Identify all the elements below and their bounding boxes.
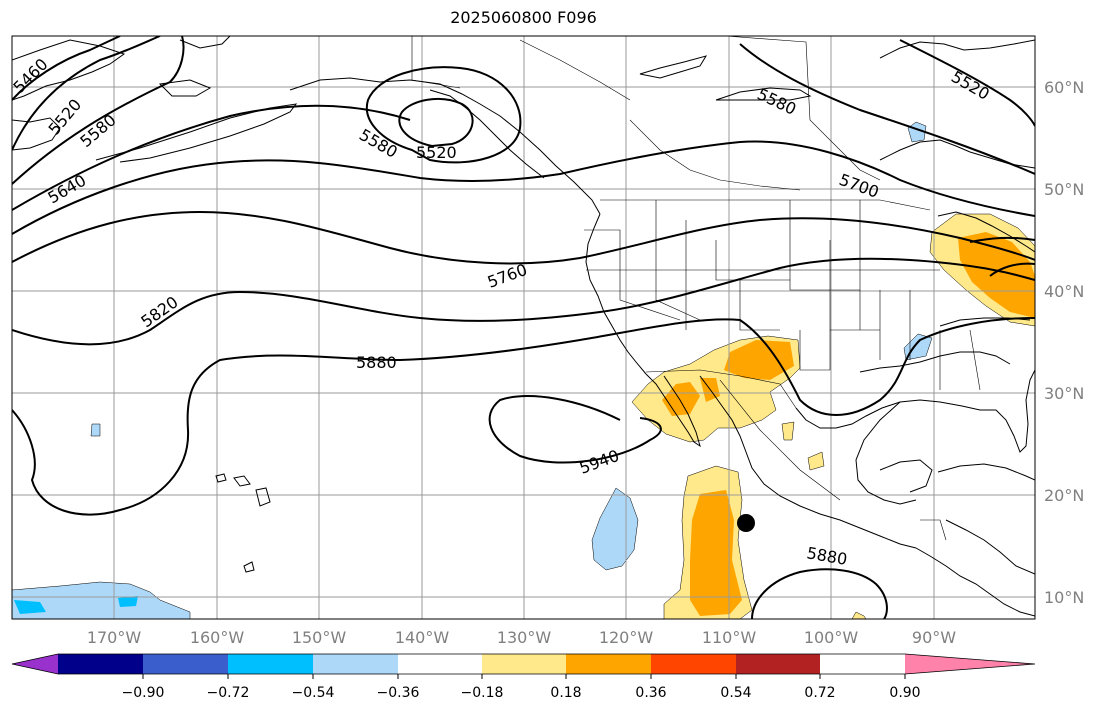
colorbar-tick-label: −0.18 <box>461 685 504 701</box>
storm-center-marker <box>737 514 755 532</box>
lat-label-30: 30°N <box>1044 384 1084 403</box>
colorbar-tick-label: 0.36 <box>635 685 666 701</box>
colorbar-tick-label: −0.72 <box>207 685 250 701</box>
positive-core-southwest <box>724 340 794 380</box>
lat-label-20: 20°N <box>1044 486 1084 505</box>
colorbar-swatch <box>566 654 651 674</box>
positive-spot-2 <box>807 451 825 471</box>
colorbar: −0.90 −0.72 −0.54 −0.36 −0.18 0.18 0.36 0.54 0.7… <box>11 653 1036 701</box>
positive-spot-1 <box>781 421 795 441</box>
colorbar-swatch <box>143 654 228 674</box>
lon-label-110w: 110°W <box>702 628 757 647</box>
lon-label-150w: 150°W <box>292 628 347 647</box>
colorbar-swatch <box>58 654 143 674</box>
negative-core-southwest <box>14 600 46 614</box>
colorbar-tick-label: 0.18 <box>550 685 581 701</box>
lat-label-40: 40°N <box>1044 282 1084 301</box>
colorbar-outline <box>11 653 1036 675</box>
lon-label-90w: 90°W <box>912 628 956 647</box>
colorbar-tick-label: 0.90 <box>889 685 920 701</box>
positive-spot-south <box>851 611 867 619</box>
colorbar-swatch <box>313 654 398 674</box>
map-border <box>11 35 1036 620</box>
contour-label: 5880 <box>356 353 397 372</box>
colorbar-swatch <box>482 654 566 674</box>
lat-label-50: 50°N <box>1044 180 1084 199</box>
colorbar-tick-label: 0.72 <box>804 685 835 701</box>
lat-label-60: 60°N <box>1044 78 1084 97</box>
contour-label: 5520 <box>416 143 457 162</box>
colorbar-swatch <box>651 654 736 674</box>
lon-label-140w: 140°W <box>395 628 450 647</box>
colorbar-tick-label: 0.54 <box>720 685 751 701</box>
negative-area-gulf-coast <box>903 333 933 361</box>
colorbar-swatch <box>228 654 313 674</box>
coastlines <box>12 36 1035 617</box>
graticule <box>12 36 1035 619</box>
negative-core-southwest-2 <box>118 596 138 607</box>
lon-label-130w: 130°W <box>497 628 552 647</box>
colorbar-extend-high <box>905 654 1035 674</box>
political-borders <box>411 36 981 541</box>
colorbar-swatch <box>736 654 820 674</box>
latitude-labels: 60°N 50°N 40°N 30°N 20°N 10°N <box>1044 78 1084 607</box>
negative-spot-west <box>90 423 101 437</box>
colorbar-tick-label: −0.54 <box>292 685 335 701</box>
colorbar-tick-label: −0.36 <box>377 685 420 701</box>
lon-label-120w: 120°W <box>599 628 654 647</box>
lon-label-170w: 170°W <box>87 628 142 647</box>
lat-label-10: 10°N <box>1044 588 1084 607</box>
colorbar-swatch <box>398 654 482 674</box>
lon-label-100w: 100°W <box>804 628 859 647</box>
lon-label-160w: 160°W <box>190 628 245 647</box>
map-title: 2025060800 F096 <box>450 8 597 27</box>
negative-area-southwest <box>12 581 191 619</box>
colorbar-extend-low <box>12 654 58 674</box>
longitude-labels: 170°W 160°W 150°W 140°W 130°W 120°W 110°… <box>87 628 956 647</box>
colorbar-tick-label: −0.90 <box>122 685 165 701</box>
height-contours <box>12 36 1035 619</box>
